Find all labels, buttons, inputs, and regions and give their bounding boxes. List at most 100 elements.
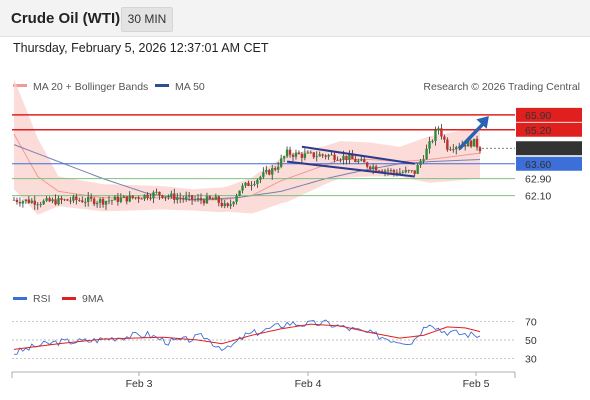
ma20-legend-label: MA 20 + Bollinger Bands <box>33 81 148 93</box>
candle-body <box>333 154 336 160</box>
candle-body <box>187 195 191 197</box>
candle-body <box>27 199 31 203</box>
candle-body <box>211 198 215 200</box>
candle-body <box>354 158 357 162</box>
x-tick-label-1: Feb 4 <box>295 378 322 390</box>
candle-body <box>262 172 265 177</box>
candle-body <box>155 191 158 193</box>
candle-body <box>229 204 232 206</box>
candle-body <box>428 141 431 149</box>
candle-body <box>24 199 28 202</box>
candle-body <box>134 197 137 199</box>
candle-body <box>107 200 111 202</box>
candle-body <box>404 170 407 173</box>
candle-body <box>176 197 179 200</box>
candle-body <box>345 155 348 160</box>
candle-body <box>401 172 405 174</box>
candle-body <box>360 159 363 161</box>
rsi-ma-legend-label: 9MA <box>82 293 104 305</box>
level-label-63-60: 63.60 <box>525 159 551 171</box>
candle-body <box>75 196 78 201</box>
candle-body <box>223 203 226 207</box>
candle-body <box>104 201 108 205</box>
candle-body <box>265 169 268 173</box>
ma50-legend-swatch <box>155 84 169 87</box>
candle-body <box>45 198 48 201</box>
bollinger-band <box>14 78 480 215</box>
candle-body <box>247 182 250 186</box>
candle-body <box>87 196 90 203</box>
rsi-ma9-line <box>13 323 481 350</box>
candle-body <box>475 138 479 148</box>
candle-body <box>300 154 304 158</box>
candle-body <box>256 179 259 184</box>
candle-body <box>217 196 221 203</box>
rsi-tick-70: 70 <box>525 316 537 328</box>
candle-body <box>446 139 449 150</box>
candle-body <box>268 169 271 175</box>
candle-body <box>466 140 470 147</box>
candle-body <box>478 147 482 152</box>
candle-body <box>431 140 434 142</box>
candle-body <box>137 197 140 199</box>
candle-body <box>259 176 262 180</box>
candle-body <box>232 201 235 205</box>
candle-body <box>122 196 126 198</box>
candle-body <box>383 170 387 172</box>
candle-body <box>181 198 185 200</box>
candle-body <box>253 183 256 185</box>
candle-body <box>226 203 229 206</box>
candle-body <box>324 155 327 157</box>
x-tick-label-0: Feb 3 <box>126 378 153 390</box>
candle-body <box>48 198 51 202</box>
x-tick-label-2: Feb 5 <box>463 378 490 390</box>
candle-body <box>152 192 155 199</box>
candle-body <box>244 182 247 186</box>
candle-body <box>205 196 209 204</box>
candle-body <box>51 199 54 202</box>
candle-body <box>279 158 283 167</box>
candle-body <box>368 166 372 170</box>
candle-body <box>54 199 57 205</box>
candle-body <box>276 166 280 170</box>
level-tag-65-20 <box>516 122 582 137</box>
candle-body <box>330 154 333 156</box>
target-arrow-head <box>476 115 489 129</box>
candle-body <box>309 152 313 154</box>
candle-body <box>57 198 60 205</box>
candle-body <box>113 196 117 201</box>
rsi-tick-50: 50 <box>525 335 537 347</box>
level-tag-64-33 <box>516 141 582 156</box>
candle-body <box>149 198 152 199</box>
timeframe-button[interactable]: 30 MIN <box>121 7 173 32</box>
candle-body <box>146 194 149 199</box>
candle-body <box>202 200 206 204</box>
candle-body <box>348 154 351 160</box>
level-label-62-10: 62.10 <box>525 191 551 203</box>
channel-upper-line <box>301 145 415 165</box>
level-label-64-33: 64.33 <box>525 143 551 155</box>
price-panel: 65.90 65.20 64.33 63.60 62.90 62.10 <box>12 78 582 215</box>
candle-body <box>386 170 390 172</box>
candle-body <box>36 204 39 206</box>
candle-body <box>273 168 277 170</box>
candle-body <box>250 184 253 186</box>
candle-body <box>78 200 81 201</box>
rsi-line <box>13 319 481 355</box>
candle-body <box>416 165 419 174</box>
rsi-legend-swatch <box>13 297 27 300</box>
candle-body <box>398 172 402 175</box>
candle-body <box>463 144 467 147</box>
candle-body <box>336 159 339 161</box>
channel-lower-line <box>286 160 415 178</box>
candle-body <box>95 202 99 205</box>
candle-body <box>30 200 34 203</box>
candle-body <box>351 154 354 159</box>
candle-body <box>443 136 446 140</box>
candle-body <box>395 172 399 175</box>
target-arrow-shaft <box>457 120 487 151</box>
candle-body <box>339 159 342 161</box>
candle-body <box>158 191 161 196</box>
candle-body <box>327 155 330 157</box>
candle-body <box>380 170 384 172</box>
